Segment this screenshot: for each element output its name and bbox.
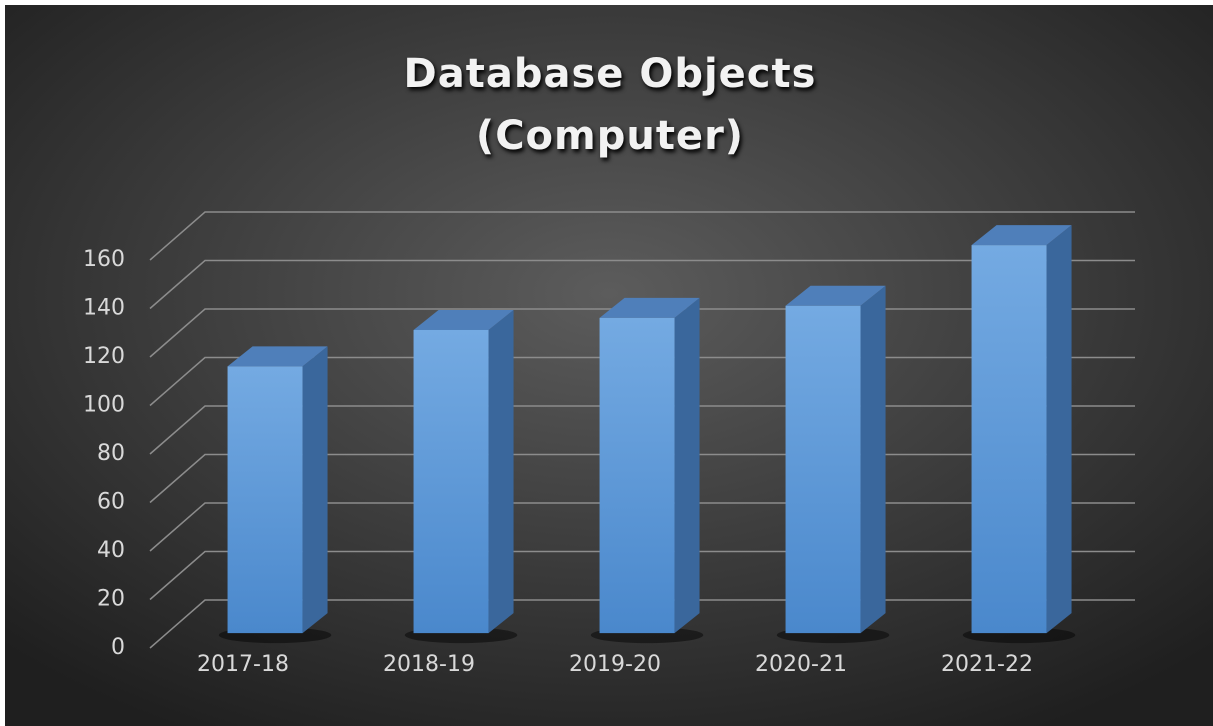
y-tick-label: 120	[83, 344, 125, 369]
y-tick-label: 100	[83, 393, 125, 418]
x-tick-label: 2021-22	[941, 652, 1033, 677]
grid-line	[149, 259, 1135, 310]
bar	[413, 329, 489, 634]
y-tick-label: 160	[83, 247, 125, 272]
x-tick-label: 2017-18	[197, 652, 289, 677]
y-tick-label: 80	[97, 441, 125, 466]
chart: 0 20 40 60 80 100 120 140 160 2017-18 2018-19 2019-…	[5, 5, 1213, 726]
grid-line	[149, 211, 1135, 261]
bar-side	[860, 285, 886, 634]
bar	[971, 245, 1047, 634]
bar-top	[413, 309, 514, 330]
x-tick-label: 2019-20	[569, 652, 661, 677]
bar-side	[488, 309, 514, 634]
chart-area: 0 20 40 60 80 100 120 140 160 2017-18 2018-19 2019-…	[5, 5, 1213, 726]
y-tick-label: 0	[111, 635, 125, 660]
y-tick-label: 20	[97, 587, 125, 612]
bar-top	[785, 285, 886, 306]
x-tick-label: 2018-19	[383, 652, 475, 677]
bar-top	[227, 346, 328, 367]
bar-side	[302, 346, 328, 634]
bar-top	[599, 297, 700, 318]
bar	[227, 366, 303, 634]
bar	[599, 317, 675, 634]
bar	[785, 305, 861, 634]
y-tick-label: 140	[83, 296, 125, 321]
bar-top	[971, 225, 1072, 246]
x-tick-label: 2020-21	[755, 652, 847, 677]
y-tick-label: 60	[97, 490, 125, 515]
chart-title: Database Objects (Computer)	[403, 51, 817, 159]
bar-side	[1046, 225, 1072, 634]
y-tick-label: 40	[97, 538, 125, 563]
bar-side	[674, 297, 700, 634]
